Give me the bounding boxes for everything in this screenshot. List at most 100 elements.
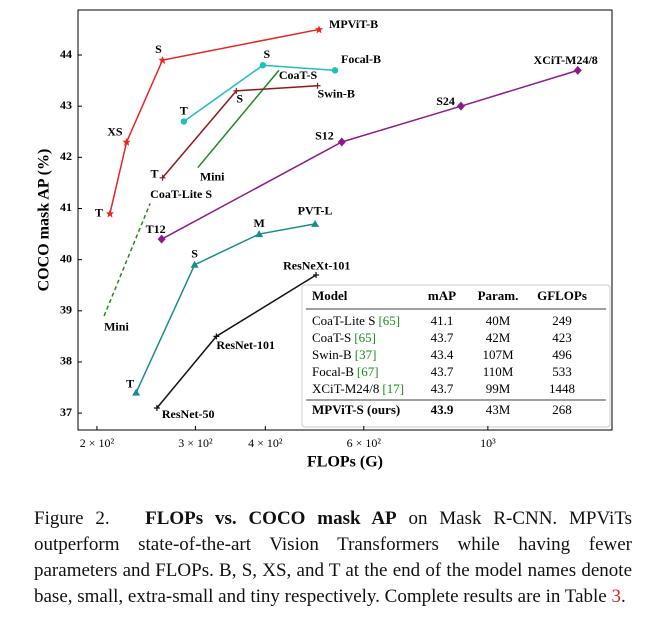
table-cell: 42M	[486, 330, 511, 345]
marker	[233, 87, 240, 94]
marker	[311, 219, 320, 227]
marker	[573, 65, 582, 75]
marker	[315, 25, 324, 34]
point-label: Mini	[200, 169, 225, 183]
chart: FLOPs (G) COCO mask AP (%) 37 38 39 40 41 42 4…	[36, 9, 613, 471]
point-label: T12	[146, 222, 166, 236]
series-line	[135, 223, 316, 393]
table-cell: Swin-B [37]	[312, 347, 376, 362]
caption-text: on Mask R-CNN. MPViTs outperform state-o…	[34, 508, 632, 607]
point-label: Mini	[104, 320, 129, 334]
point-label: Swin-B	[318, 86, 355, 100]
point-label: XS	[107, 125, 123, 139]
table-cell: CoaT-Lite S [65]	[312, 313, 400, 328]
table-cell: 43.9	[431, 402, 454, 417]
table-header: Model	[312, 288, 348, 303]
series-line	[197, 69, 280, 169]
model-name: CoaT-S	[312, 330, 351, 345]
marker	[159, 174, 166, 181]
marker	[153, 405, 160, 412]
table-header: Param.	[478, 288, 519, 303]
y-tick-label: 39	[60, 303, 72, 317]
point-label: CoaT-S	[279, 68, 318, 82]
point-label: T	[126, 376, 134, 390]
y-axis-label: COCO mask AP (%)	[36, 149, 53, 292]
table-cell: 40M	[486, 313, 511, 328]
table-cell: 423	[552, 330, 572, 345]
point-label: ResNet-101	[216, 338, 275, 352]
point-label: M	[253, 216, 264, 230]
model-name: XCiT-M24/8	[312, 381, 379, 396]
citation: [17]	[382, 381, 404, 396]
marker	[337, 137, 346, 147]
y-tick-label: 42	[60, 149, 72, 163]
x-tick-label: 2 × 10²	[80, 436, 115, 450]
marker	[259, 62, 267, 69]
x-tick-label: 4 × 10²	[248, 436, 283, 450]
table-cell: 43.4	[431, 347, 454, 362]
marker	[157, 234, 166, 244]
y-tick-label: 44	[60, 47, 72, 61]
point-label: S	[191, 247, 198, 261]
table-cell: 268	[552, 402, 572, 417]
table-cell: 107M	[482, 347, 514, 362]
marker	[213, 333, 220, 340]
marker	[331, 67, 339, 74]
y-tick-label: 41	[60, 200, 72, 214]
citation: [65]	[354, 330, 376, 345]
caption-bold: FLOPs vs. COCO mask AP	[145, 508, 397, 529]
citation: [37]	[355, 347, 377, 362]
y-tick-label: 43	[60, 98, 72, 112]
point-label: CoaT-Lite S	[150, 187, 212, 201]
table-cell: Focal-B [67]	[312, 364, 379, 379]
y-tick-label: 37	[60, 405, 72, 419]
point-label: T	[151, 167, 159, 181]
marker	[314, 82, 321, 89]
table-header: GFLOPs	[537, 288, 587, 303]
citation: [67]	[357, 364, 379, 379]
table-cell: XCiT-M24/8 [17]	[312, 381, 404, 396]
model-name: CoaT-Lite S	[312, 313, 375, 328]
table-box	[301, 284, 611, 428]
table-cell: MPViT-S (ours)	[312, 402, 400, 417]
point-label: ResNeXt-101	[283, 259, 350, 273]
table-cell: 1448	[549, 381, 575, 396]
marker	[255, 230, 264, 238]
table-cell: 533	[552, 364, 572, 379]
table-cell: 43.7	[431, 381, 454, 396]
y-tick-label: 38	[60, 354, 72, 368]
x-tick-label: 10³	[480, 436, 496, 450]
point-label: T	[180, 103, 188, 117]
marker	[149, 202, 152, 205]
marker	[190, 260, 199, 268]
marker	[313, 271, 320, 278]
point-label: S24	[436, 94, 455, 108]
caption-end: .	[620, 586, 626, 607]
marker	[158, 56, 167, 65]
point-label: MPViT-B	[329, 17, 378, 31]
point-label: S	[155, 42, 162, 56]
table-cell: 249	[552, 313, 572, 328]
point-label: S12	[315, 129, 334, 143]
table-cell: 43.7	[431, 330, 454, 345]
point-label: S	[236, 92, 243, 106]
model-name: Swin-B	[312, 347, 352, 362]
marker	[122, 137, 131, 146]
point-label: ResNet-50	[162, 407, 215, 421]
caption: Figure 2. FLOPs vs. COCO mask AP on Mask…	[34, 506, 632, 610]
table-cell: 43.7	[431, 364, 454, 379]
table-cell: 110M	[483, 364, 514, 379]
x-tick-label: 6 × 10²	[347, 436, 382, 450]
point-label: T	[95, 205, 103, 219]
citation: [65]	[378, 313, 400, 328]
caption-ref: 3	[611, 586, 621, 607]
point-label: Focal-B	[341, 52, 381, 66]
x-tick-label: 3 × 10²	[178, 436, 213, 450]
model-name: Focal-B	[312, 364, 354, 379]
marker	[180, 118, 188, 125]
table-header: mAP	[428, 288, 456, 303]
y-tick-label: 40	[60, 251, 72, 265]
table-cell: CoaT-S [65]	[312, 330, 376, 345]
marker	[132, 388, 141, 396]
